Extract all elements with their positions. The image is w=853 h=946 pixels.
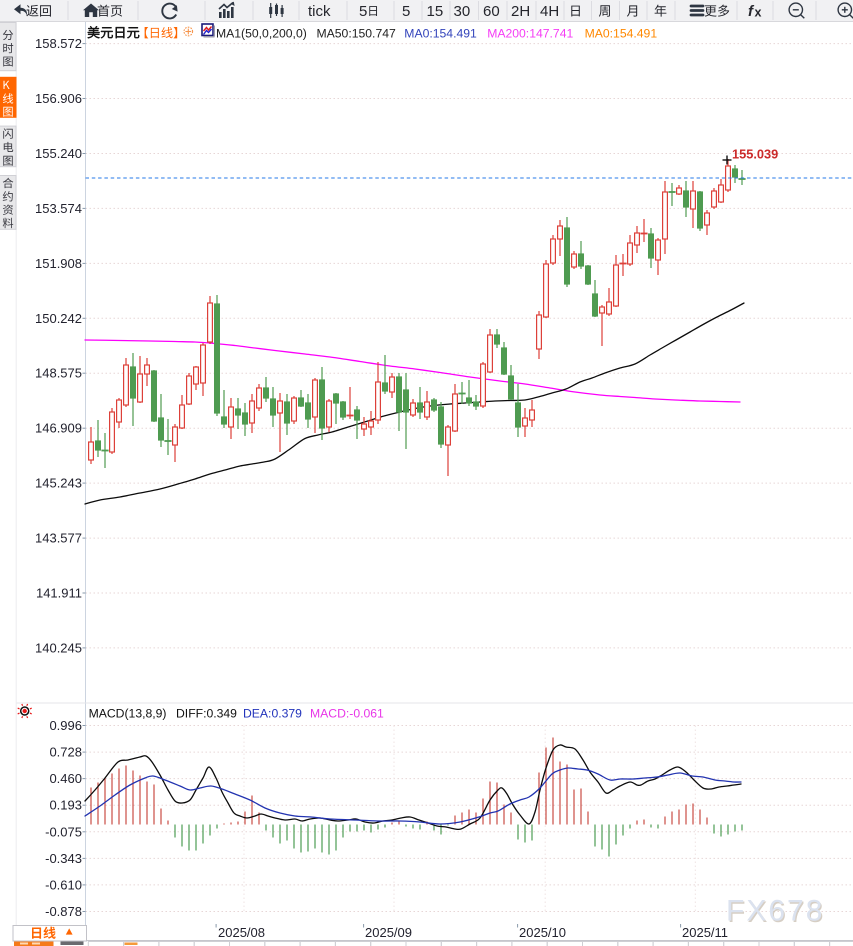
svg-text:143.577: 143.577 (35, 531, 82, 546)
svg-text:60: 60 (483, 3, 500, 20)
svg-text:2H: 2H (511, 3, 530, 20)
svg-text:148.575: 148.575 (35, 366, 82, 381)
svg-text:2025/10: 2025/10 (519, 925, 566, 940)
svg-text:5: 5 (359, 3, 367, 20)
svg-text:151.908: 151.908 (35, 256, 82, 271)
svg-text:5: 5 (402, 3, 410, 20)
svg-text:FX678: FX678 (727, 896, 825, 929)
svg-text:0.460: 0.460 (49, 771, 82, 786)
svg-text:0.996: 0.996 (49, 718, 82, 733)
svg-text:2025/08: 2025/08 (218, 925, 265, 940)
svg-text:2025/09: 2025/09 (365, 925, 412, 940)
svg-text:146.909: 146.909 (35, 421, 82, 436)
svg-text:155.240: 155.240 (35, 146, 82, 161)
svg-text:-0.878: -0.878 (45, 904, 82, 919)
svg-text:-0.075: -0.075 (45, 824, 82, 839)
svg-text:4H: 4H (540, 3, 559, 20)
svg-text:156.906: 156.906 (35, 91, 82, 106)
svg-text:15: 15 (427, 3, 444, 20)
svg-text:0.193: 0.193 (49, 798, 82, 813)
svg-text:MACD:-0.061: MACD:-0.061 (310, 707, 384, 721)
svg-text:DIFF:0.349: DIFF:0.349 (176, 707, 237, 721)
svg-text:MA50:150.747: MA50:150.747 (317, 27, 397, 41)
svg-text:DEA:0.379: DEA:0.379 (243, 707, 302, 721)
svg-text:MA0:154.491: MA0:154.491 (404, 27, 477, 41)
svg-text:2025/11: 2025/11 (682, 925, 728, 940)
svg-text:-0.343: -0.343 (45, 851, 82, 866)
svg-text:141.911: 141.911 (36, 586, 82, 601)
svg-text:tick: tick (308, 3, 331, 20)
svg-text:MA0:154.491: MA0:154.491 (585, 27, 658, 41)
svg-text:MACD(13,8,9): MACD(13,8,9) (89, 707, 167, 721)
svg-text:158.572: 158.572 (35, 36, 82, 51)
svg-text:153.574: 153.574 (35, 201, 82, 216)
svg-text:155.039: 155.039 (732, 147, 778, 162)
svg-text:145.243: 145.243 (35, 476, 82, 491)
svg-text:f: f (748, 3, 755, 20)
svg-text:-0.610: -0.610 (45, 877, 82, 892)
svg-text:150.242: 150.242 (35, 311, 82, 326)
svg-text:0.728: 0.728 (49, 745, 82, 760)
svg-text:140.245: 140.245 (35, 640, 82, 655)
svg-text:FX678: FX678 (726, 895, 824, 928)
svg-text:30: 30 (454, 3, 471, 20)
svg-text:MA200:147.741: MA200:147.741 (487, 27, 573, 41)
svg-text:MA1(50,0,200,0): MA1(50,0,200,0) (216, 27, 307, 41)
svg-text:x: x (755, 6, 762, 20)
